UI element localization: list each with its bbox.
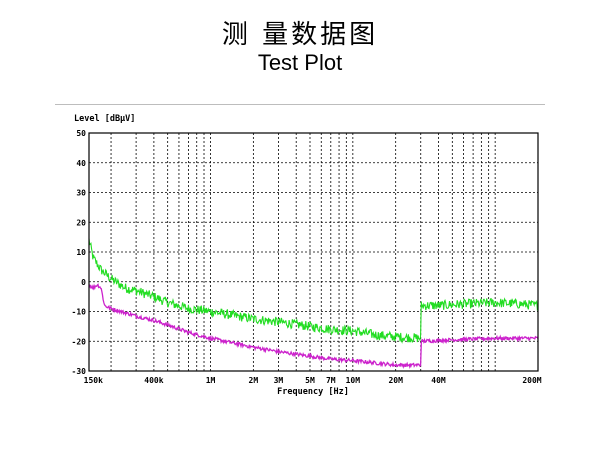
x-tick-label: 400k (144, 376, 163, 385)
x-tick-label: 2M (249, 376, 259, 385)
x-tick-label: 40M (431, 376, 446, 385)
y-tick-label: 0 (81, 278, 86, 287)
page-title-english: Test Plot (257, 50, 343, 75)
plot-frame (88, 132, 539, 372)
y-tick-label: 50 (76, 129, 86, 138)
x-tick-label: 20M (388, 376, 403, 385)
x-tick-label: 150k (84, 376, 103, 385)
y-tick-label: -30 (72, 367, 87, 376)
y-tick-label: -10 (72, 308, 87, 317)
y-tick-label: 20 (76, 218, 86, 227)
x-tick-label: 1M (206, 376, 216, 385)
y-axis-label: Level [dBµV] (74, 114, 135, 124)
y-tick-label: 40 (76, 159, 86, 168)
x-tick-label: 3M (274, 376, 284, 385)
y-tick-label: 30 (76, 189, 86, 198)
data-series (88, 238, 539, 370)
page-title-chinese: 测 量数据图 (221, 20, 379, 50)
x-tick-labels: 150k 400k 1M 2M 3M 5M 7M 10M 20M 40M 200M (84, 376, 542, 385)
y-tick-labels: 50 40 30 20 10 0 -10 -20 -30 (72, 129, 87, 376)
series-line-magenta (88, 283, 539, 370)
x-tick-label: 200M (522, 376, 541, 385)
x-tick-label: 10M (346, 376, 361, 385)
header-divider (55, 104, 545, 105)
y-tick-label: -20 (72, 337, 87, 346)
y-tick-label: 10 (76, 248, 86, 257)
series-line-green (88, 238, 539, 344)
x-tick-label: 7M (326, 376, 336, 385)
x-axis-label: Frequency [Hz] (277, 387, 349, 397)
x-tick-label: 5M (305, 376, 315, 385)
